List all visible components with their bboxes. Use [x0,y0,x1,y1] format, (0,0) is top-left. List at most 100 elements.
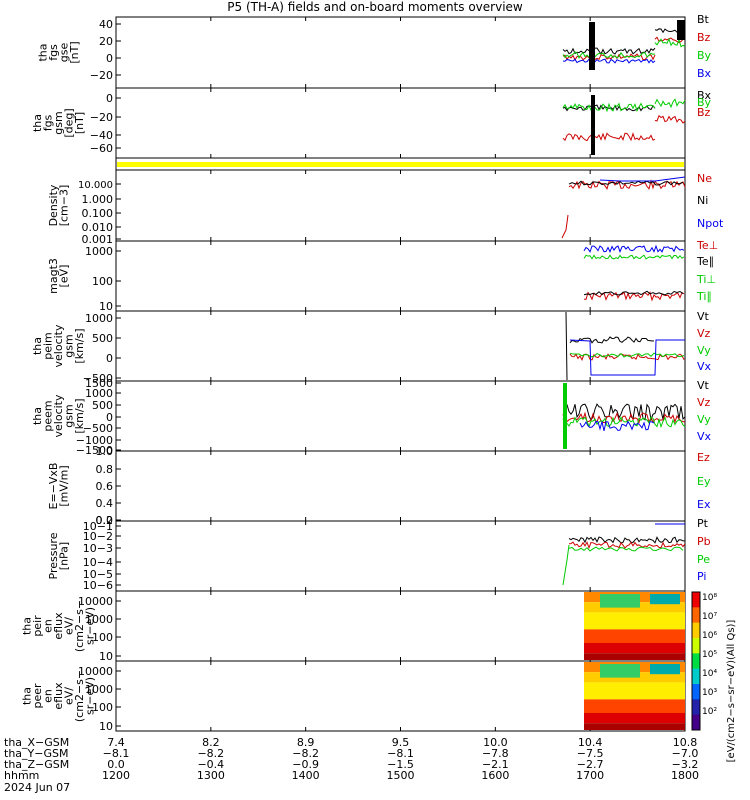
y-axis-label: [nPa] [57,542,70,570]
y-axis-label: tha [31,337,44,355]
trace-Npot [599,176,686,182]
bottom-Y-value: −7.5 [577,747,604,760]
panel-frame-efield [115,450,686,522]
peer-spec-band [584,699,685,713]
bottom-X-value: 8.9 [297,736,315,749]
colorbar-segment [692,714,700,731]
bottom-Z-value: −0.4 [197,758,224,771]
y-axis-label: (cm2−s− [73,600,86,652]
bottom-hhmm-value: 1500 [387,769,415,782]
peir-spec-band [650,594,680,605]
colorbar-tick-label: 10⁶ [702,631,717,641]
y-axis-label: eV/ [63,687,76,705]
y-tick-label: 100 [92,701,113,714]
y-tick-label: 1000 [85,245,113,258]
y-axis-label: tha [21,687,34,705]
trace-Vx [569,339,685,376]
colorbar-segment [692,607,700,624]
trace-Vx [579,420,655,432]
legend-Ni: Ni [697,194,708,207]
y-tick-label: 0 [106,52,113,65]
colorbar-tick-label: 10⁵ [702,650,717,660]
peir-spec-band [584,629,685,643]
colorbar-segment [692,638,700,654]
bottom-hhmm-value: 1700 [576,769,604,782]
bottom-row-label: tha_X−GSM [4,736,69,749]
y-tick-label: 10−5 [83,568,113,581]
y-axis-label: tha [31,407,44,425]
colorbar-segment [692,622,700,639]
trace-Bt-spike [677,20,685,40]
trace-Te [583,290,684,296]
y-axis-label: [km/s] [73,328,86,363]
y-tick-label: −500 [83,422,113,435]
legend-Ti⊥: Ti⊥ [696,273,716,286]
peer-spec-band [584,713,685,724]
colorbar-segment [692,653,700,670]
y-axis-label: [eV] [57,265,70,288]
y-tick-label: 0 [106,352,113,365]
bottom-hhmm-value: 1400 [292,769,320,782]
y-axis-label: peir [31,615,44,637]
legend-Vz: Vz [697,396,711,409]
y-axis-label: velocity [52,324,65,367]
trace-Vt [569,336,655,344]
peir-spec-band [584,643,685,654]
y-tick-label: 10.000 [78,180,113,191]
bottom-Z-value: −1.5 [387,758,414,771]
bottom-hhmm-value: 1300 [197,769,225,782]
y-axis-label: [cm−3] [57,185,70,227]
y-tick-label: 10 [99,650,113,663]
bottom-X-value: 10.0 [483,736,508,749]
bottom-X-value: 7.4 [107,736,125,749]
trace-Pb [568,541,686,550]
y-axis-label: E=−VxB [47,463,60,510]
trace-Ne [561,214,569,239]
legend-Te∥: Te∥ [696,255,714,268]
y-axis-label: Density [47,184,60,226]
legend-Ne: Ne [697,172,712,185]
trace-Pe [562,544,570,586]
y-axis-label: gsm [63,334,76,357]
y-axis-label: fgs [42,114,55,131]
panel-frame-fgs_angles [115,87,686,159]
trace-Bt [562,47,656,56]
bottom-Y-value: −8.1 [387,747,414,760]
legend-Vt: Vt [697,310,710,323]
trace-Vt [562,403,686,422]
y-axis-label: sr−eV) [84,677,97,715]
y-axis-label: tha [36,43,49,61]
bottom-hhmm-value: 1600 [481,769,509,782]
panel-frame-peem_velocity [115,380,686,452]
legend-Bx: Bx [697,67,712,80]
y-tick-label: 20 [99,35,113,48]
peir-spec-band [584,612,685,630]
trace-Vy [569,352,685,358]
y-tick-label: 10−4 [83,556,113,569]
trace-Bt-spike [589,22,595,70]
y-tick-label: 10−2 [83,530,113,543]
colorbar-tick-label: 10³ [702,688,717,698]
y-tick-label: 1500 [85,377,113,390]
y-axis-label: [nT] [73,112,86,134]
y-tick-label: 0.100 [82,207,114,220]
bottom-X-value: 9.5 [392,736,410,749]
bottom-X-value: 8.2 [202,736,220,749]
y-tick-label: 0.001 [82,233,114,246]
y-tick-label: 10−6 [83,579,113,592]
bottom-Y-value: −8.2 [292,747,319,760]
colorbar-segment [692,699,700,716]
y-tick-label: −20 [90,111,113,124]
legend-Vx: Vx [697,430,712,443]
trace-By [654,98,686,109]
colorbar-tick-label: 10⁴ [702,669,717,679]
bottom-Z-value: −0.9 [292,758,319,771]
y-tick-label: −1500 [76,444,113,457]
bottom-row-label: tha_Y−GSM [4,747,68,760]
y-axis-label: gsm [63,404,76,427]
y-tick-label: 1.000 [82,193,114,206]
bottom-Z-value: −2.7 [577,758,604,771]
legend-Pt: Pt [697,517,709,530]
y-tick-label: −20 [90,69,113,82]
